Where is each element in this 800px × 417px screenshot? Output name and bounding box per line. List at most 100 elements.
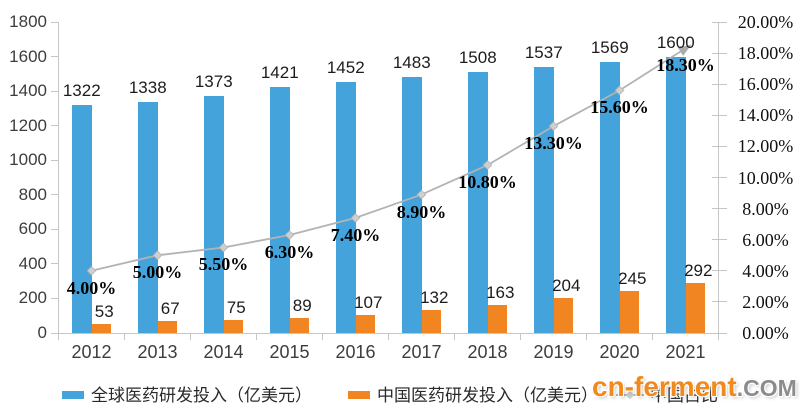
y2-axis-tick [711,21,727,23]
ratio-line-arrowhead [677,44,692,56]
ratio-label-2020: 15.60% [590,97,649,118]
x-axis-label-2021: 2021 [665,342,706,362]
bar-label-global-2013: 1338 [128,77,167,97]
bar-global-2017 [402,76,422,333]
x-axis-tick [718,333,719,340]
ratio-line-marker [482,160,493,170]
y-axis-tick [50,228,59,230]
y2-axis-tick [711,301,727,303]
ratio-line-marker [152,250,163,261]
watermark-tld: .COM [736,375,797,401]
x-axis-tick [652,333,653,340]
bar-label-global-2020: 1569 [590,37,629,57]
x-axis-label-2017: 2017 [401,342,442,362]
ratio-line-marker [284,230,295,240]
y-axis-tick-label: 1200 [9,115,47,135]
bar-global-2021 [666,56,686,333]
y2-axis-tick-label: 8.00% [742,198,789,219]
y-axis-tick [50,159,59,161]
ratio-line-marker [350,213,361,223]
bar-label-global-2014: 1373 [194,71,233,91]
y2-axis-tick [711,332,727,334]
y2-axis-tick [711,177,727,178]
y2-axis-tick [711,270,727,272]
y2-axis-tick-label: 0.00% [742,323,789,343]
x-axis-label-2019: 2019 [533,342,574,362]
bar-label-china-2017: 132 [420,288,449,308]
y2-axis-tick-label: 2.00% [742,291,789,312]
bar-label-global-2021: 1600 [656,32,695,52]
bar-label-china-2012: 53 [94,301,114,321]
bar-label-china-2019: 204 [552,275,581,295]
watermark-site-name: cn-ferment [592,371,737,402]
bar-china-2013 [157,321,177,333]
ratio-label-2013: 5.00% [132,262,183,283]
y-axis-tick [50,90,59,92]
bar-global-2013 [138,101,158,333]
ratio-label-2021: 18.30% [656,55,715,76]
bar-label-china-2013: 67 [160,299,180,319]
ratio-label-2019: 13.30% [524,133,583,154]
bar-label-china-2015: 89 [292,295,312,315]
ratio-label-2012: 4.00% [66,277,117,298]
bar-china-2014 [223,320,243,333]
bar-label-china-2016: 107 [354,292,383,312]
bar-china-2016 [355,314,375,333]
bar-china-2015 [289,317,309,333]
y2-axis-tick-label: 6.00% [742,229,789,250]
y-axis-tick-label: 1600 [9,46,47,66]
ratio-line-marker [416,189,427,200]
ratio-line-marker [86,265,97,276]
bar-china-2020 [619,290,639,333]
x-axis-label-2015: 2015 [269,342,310,362]
ratio-label-2015: 6.30% [264,242,315,263]
x-axis-label-2018: 2018 [467,342,508,362]
x-axis-tick [454,333,455,340]
y-axis-tick-label: 1400 [9,81,47,101]
y-axis-tick [50,125,59,127]
x-axis-label-2013: 2013 [137,342,178,362]
ratio-line-legend-marker [616,394,644,396]
y2-axis-tick [711,239,727,241]
y-axis-line [58,22,59,333]
y-axis-tick-label: 400 [18,253,47,273]
y2-axis-tick [711,83,727,85]
x-axis-tick [322,333,323,340]
ratio-label-2017: 8.90% [396,201,447,222]
bar-china-2019 [553,297,573,333]
x-axis-tick [190,333,191,340]
global-bar-legend-swatch [62,391,84,399]
bar-label-china-2021: 292 [684,260,713,280]
y-axis-tick-label: 600 [18,219,47,239]
y-axis-tick [50,56,59,58]
bar-global-2015 [270,87,290,333]
legend-label-china: 中国医药研发投入（亿美元） [377,386,598,405]
ratio-line-marker [614,85,625,96]
bar-label-china-2020: 245 [618,268,647,288]
bar-label-global-2019: 1537 [524,43,563,63]
y2-axis-tick [711,145,727,147]
x-axis-tick [388,333,389,340]
y-axis-tick [50,21,59,23]
x-axis-label-2014: 2014 [203,342,244,362]
bar-global-2012 [72,104,92,333]
y2-axis-tick-label: 12.00% [737,136,794,157]
ratio-label-2014: 5.50% [198,254,249,275]
x-axis-label-2020: 2020 [599,342,640,362]
y-axis-tick-label: 1000 [9,150,47,170]
x-axis-label-2012: 2012 [71,342,112,362]
legend-item-china: 中国医药研发投入（亿美元） [348,381,598,405]
bar-label-china-2014: 75 [226,298,246,318]
x-axis-label-2016: 2016 [335,342,376,362]
y2-axis-tick [711,52,727,54]
y2-axis-tick-label: 20.00% [737,12,794,32]
x-axis-tick [58,333,59,340]
y2-axis-tick-label: 4.00% [742,260,789,281]
bar-global-2016 [336,82,356,333]
y-axis-tick [50,263,59,265]
bar-china-2018 [487,304,507,333]
y-axis-tick [50,194,59,196]
china-bar-legend-swatch [348,391,370,399]
y2-axis-tick-label: 10.00% [737,167,794,188]
